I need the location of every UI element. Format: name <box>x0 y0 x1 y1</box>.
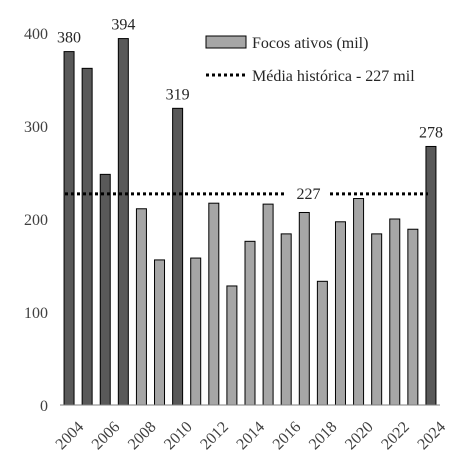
x-tick-label-2006: 2006 <box>89 418 124 453</box>
x-axis: 2004 2006 2008 2010 2012 2014 2016 2018 2020 2022… <box>53 404 449 453</box>
y-tick-label-300: 300 <box>24 119 48 136</box>
x-tick-label-2022: 2022 <box>378 418 413 453</box>
data-labels-group: 380 394 319 278 <box>57 17 443 142</box>
bar-2014 <box>244 240 256 406</box>
x-tick-label-2016: 2016 <box>270 418 305 453</box>
bar-2013 <box>226 285 238 406</box>
bar-2005 <box>81 67 93 406</box>
bar-2022 <box>389 218 401 406</box>
legend-swatch-bars <box>205 35 247 49</box>
x-tick-label-2008: 2008 <box>125 418 160 453</box>
bar-2009 <box>154 259 166 406</box>
bar-2004 <box>63 51 75 406</box>
x-tick-label-2004: 2004 <box>53 418 88 453</box>
reference-line-group: 227 <box>65 186 428 203</box>
bar-2010 <box>172 107 184 406</box>
x-tick-label-2014: 2014 <box>233 418 268 453</box>
bar-2023 <box>407 228 419 406</box>
bar-2011 <box>190 257 202 406</box>
bar-2008 <box>135 208 147 406</box>
reference-line-label: 227 <box>297 186 321 203</box>
bars-group <box>63 38 437 406</box>
data-label-2004: 380 <box>57 30 81 47</box>
bar-2024 <box>425 145 437 406</box>
x-tick-label-2024: 2024 <box>414 418 449 453</box>
bar-2015 <box>262 203 274 406</box>
y-tick-label-100: 100 <box>24 305 48 322</box>
y-tick-label-400: 400 <box>24 26 48 43</box>
bar-2007 <box>117 38 129 406</box>
x-tick-label-2020: 2020 <box>342 418 377 453</box>
bar-2012 <box>208 202 220 406</box>
data-label-2007: 394 <box>111 17 135 34</box>
y-tick-label-200: 200 <box>24 212 48 229</box>
bar-2021 <box>371 233 383 406</box>
legend-label-bars: Focos ativos (mil) <box>252 35 368 52</box>
x-tick-label-2012: 2012 <box>197 418 232 453</box>
legend-label-reference: Média histórica - 227 mil <box>252 68 415 85</box>
bar-2019 <box>334 221 346 406</box>
y-axis: 0 100 200 300 400 <box>24 26 48 415</box>
bar-2018 <box>316 280 328 406</box>
bar-2020 <box>353 198 365 406</box>
data-label-2010: 319 <box>166 86 190 103</box>
bar-2016 <box>280 233 292 406</box>
bar-2006 <box>99 173 111 406</box>
x-tick-label-2010: 2010 <box>161 418 196 453</box>
bar-2017 <box>298 211 310 406</box>
legend: Focos ativos (mil) Média histórica - 227… <box>205 35 415 85</box>
y-tick-label-0: 0 <box>40 398 48 415</box>
data-label-2024: 278 <box>419 124 443 141</box>
x-tick-label-2018: 2018 <box>306 418 341 453</box>
